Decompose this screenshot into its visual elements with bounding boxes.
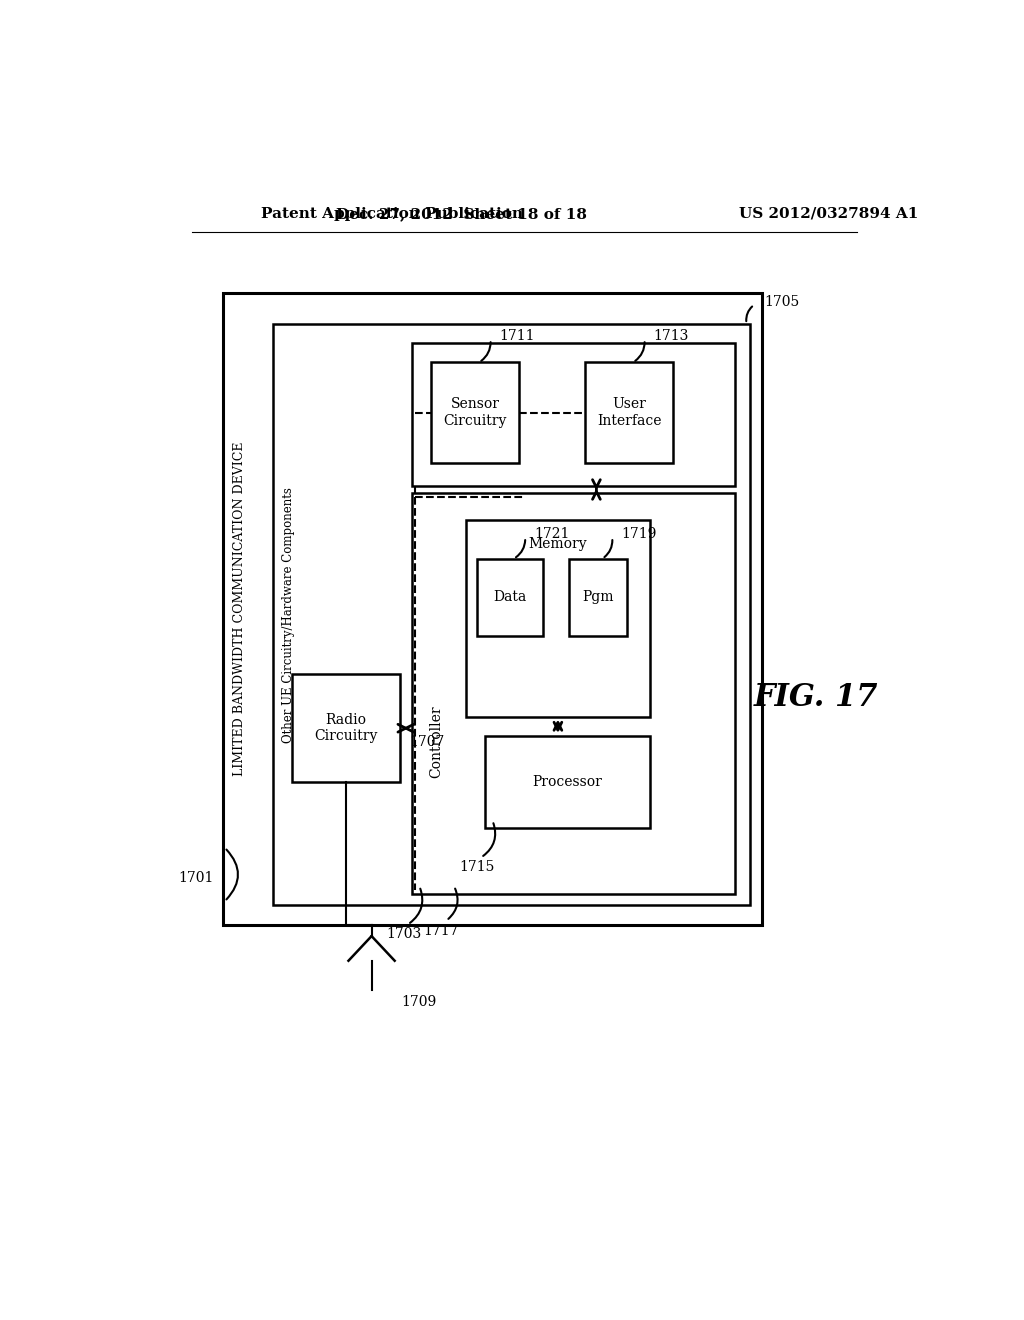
Bar xyxy=(585,363,674,462)
Bar xyxy=(477,558,543,636)
Text: Data: Data xyxy=(494,590,526,605)
Text: Sensor
Circuitry: Sensor Circuitry xyxy=(443,397,507,428)
Bar xyxy=(466,520,650,717)
Text: Other UE Circuitry/Hardware Components: Other UE Circuitry/Hardware Components xyxy=(282,487,295,743)
Text: 1703: 1703 xyxy=(386,927,422,941)
Text: FIG. 17: FIG. 17 xyxy=(754,682,879,713)
Text: 1711: 1711 xyxy=(500,329,536,342)
Bar xyxy=(484,737,650,829)
Text: 1715: 1715 xyxy=(460,859,495,874)
Text: Processor: Processor xyxy=(532,775,602,789)
Text: 1707: 1707 xyxy=(410,735,444,748)
Text: Memory: Memory xyxy=(528,537,587,552)
Bar xyxy=(223,293,762,924)
Text: 1701: 1701 xyxy=(178,871,214,886)
Text: 1709: 1709 xyxy=(400,994,436,1008)
Text: LIMITED BANDWIDTH COMMUNICATION DEVICE: LIMITED BANDWIDTH COMMUNICATION DEVICE xyxy=(233,442,247,776)
Text: Pgm: Pgm xyxy=(583,590,614,605)
Text: Patent Application Publication: Patent Application Publication xyxy=(261,207,523,220)
Bar xyxy=(292,675,400,781)
Text: Controller: Controller xyxy=(429,705,443,777)
Text: 1717: 1717 xyxy=(423,924,459,937)
Text: Radio
Circuitry: Radio Circuitry xyxy=(314,713,378,743)
Bar xyxy=(412,343,735,486)
Text: Dec. 27, 2012  Sheet 18 of 18: Dec. 27, 2012 Sheet 18 of 18 xyxy=(336,207,587,220)
Text: 1705: 1705 xyxy=(764,296,800,309)
Text: 1719: 1719 xyxy=(622,527,656,541)
Text: 1721: 1721 xyxy=(535,527,569,541)
Text: US 2012/0327894 A1: US 2012/0327894 A1 xyxy=(739,207,919,220)
Text: 1713: 1713 xyxy=(653,329,689,342)
Text: User
Interface: User Interface xyxy=(597,397,662,428)
Bar xyxy=(569,558,628,636)
Bar xyxy=(412,494,735,894)
Bar xyxy=(273,323,751,906)
Bar xyxy=(431,363,519,462)
